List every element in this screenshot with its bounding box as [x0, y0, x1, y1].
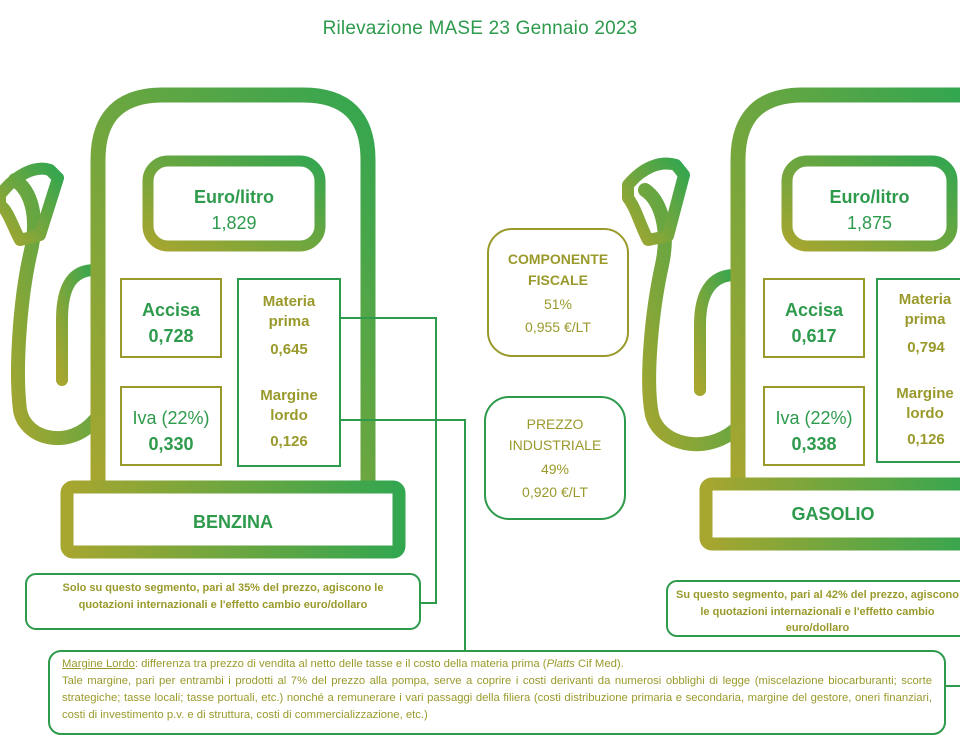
- gasolio-industriale-box: [876, 278, 960, 463]
- gasolio-price-label: Euro/litro: [829, 187, 910, 207]
- gasolio-materia-label: Materia prima: [898, 291, 952, 329]
- gasolio-price-value: 1,875: [846, 213, 893, 233]
- benzina-price-label: Euro/litro: [194, 187, 274, 207]
- gasolio-pump-icon: [622, 87, 960, 551]
- benzina-iva-value: 0,330: [148, 434, 194, 454]
- note-margine: Margine Lordo: differenza tra prezzo di …: [62, 656, 932, 724]
- gasolio-iva-box: [763, 386, 865, 466]
- fiscale-value: 0,955 €/LT: [525, 319, 591, 335]
- benzina-pump-icon: [0, 87, 406, 559]
- benzina-accisa-value: 0,728: [148, 326, 194, 346]
- gasolio-accisa-label: Accisa: [784, 300, 844, 320]
- gasolio-accisa-box: [763, 278, 865, 358]
- industriale-percent: 49%: [540, 461, 570, 477]
- note-margine-line1a: : differenza tra prezzo di vendita al ne…: [134, 658, 547, 670]
- gasolio-margine-label: Margine lordo: [896, 385, 954, 423]
- note-benzina-box: [25, 573, 421, 630]
- benzina-materia-value: 0,645: [270, 341, 308, 358]
- connector-margine: [340, 419, 466, 651]
- gasolio-materia-value: 0,794: [907, 339, 945, 356]
- connector-materia: [340, 317, 437, 604]
- benzina-iva-label: Iva (22%): [132, 408, 210, 428]
- benzina-accisa-box: [120, 278, 222, 358]
- benzina-accisa-label: Accisa: [141, 300, 201, 320]
- note-margine-body: Tale margine, pari per entrambi i prodot…: [62, 674, 932, 721]
- page-title: Rilevazione MASE 23 Gennaio 2023: [322, 18, 638, 39]
- note-gasolio: Su questo segmento, pari al 42% del prez…: [675, 589, 959, 631]
- industriale-value: 0,920 €/LT: [522, 484, 588, 500]
- benzina-iva-box: [120, 386, 222, 466]
- gasolio-iva-value: 0,338: [791, 434, 837, 454]
- benzina-industriale-box: [237, 278, 341, 467]
- benzina-margine-label: Margine lordo: [260, 387, 318, 425]
- note-margine-box: [48, 650, 946, 735]
- benzina-materia-label: Materia prima: [262, 293, 316, 331]
- benzina-margine-value: 0,126: [270, 433, 308, 450]
- gasolio-name: GASOLIO: [791, 504, 875, 524]
- note-margine-line1b: Cif Med).: [574, 658, 624, 670]
- fiscale-label: COMPONENTE FISCALE: [507, 251, 609, 288]
- fiscale-box: [487, 228, 629, 357]
- benzina-name: BENZINA: [193, 512, 273, 532]
- gasolio-margine-value: 0,126: [907, 431, 945, 448]
- gasolio-iva-label: Iva (22%): [775, 408, 853, 428]
- note-margine-platts: Platts: [546, 658, 575, 670]
- fiscale-percent: 51%: [543, 296, 573, 312]
- note-benzina: Solo su questo segmento, pari al 35% del…: [62, 582, 384, 611]
- note-margine-term: Margine Lordo: [62, 658, 135, 670]
- note-gasolio-box: [666, 580, 960, 637]
- gasolio-accisa-value: 0,617: [791, 326, 837, 346]
- benzina-price-value: 1,829: [211, 213, 257, 233]
- industriale-label: PREZZO INDUSTRIALE: [508, 416, 602, 453]
- industriale-box: [484, 396, 626, 520]
